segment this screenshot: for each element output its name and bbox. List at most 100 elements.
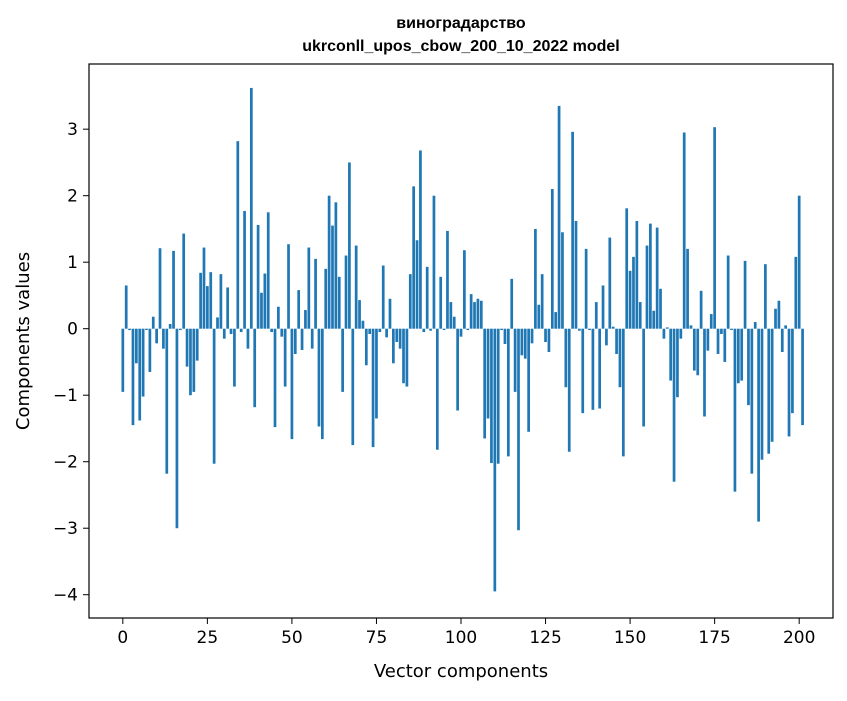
- bar-component-32: [229, 328, 233, 335]
- bar-component-98: [452, 316, 456, 329]
- bar-component-102: [466, 328, 470, 331]
- bar-component-86: [412, 186, 416, 329]
- bar-component-95: [442, 328, 446, 331]
- y-tick-label: −1: [53, 386, 78, 406]
- x-axis-label: Vector components: [374, 661, 548, 682]
- bar-component-197: [787, 328, 791, 437]
- bar-component-94: [439, 276, 443, 329]
- bar-component-199: [794, 256, 798, 329]
- bar-component-113: [503, 328, 507, 344]
- bar-component-12: [162, 328, 165, 349]
- bar-component-152: [635, 220, 639, 329]
- bar-component-82: [398, 328, 402, 349]
- bar-component-61: [327, 195, 331, 329]
- bar-component-159: [659, 288, 662, 329]
- bar-component-185: [747, 328, 750, 406]
- x-tick-label: 100: [445, 628, 477, 648]
- bar-component-29: [219, 274, 223, 329]
- bar-component-192: [770, 328, 774, 442]
- bar-component-101: [463, 250, 466, 329]
- bar-component-164: [676, 328, 679, 398]
- bar-component-66: [344, 255, 348, 329]
- bar-component-156: [649, 223, 652, 329]
- y-tick-label: 0: [67, 320, 78, 340]
- bar-component-133: [571, 131, 574, 329]
- y-tick-label: −3: [53, 519, 78, 539]
- bar-component-8: [148, 328, 152, 372]
- bar-component-60: [324, 268, 328, 329]
- x-axis-ticks: 0 25 50 75 100 125 150 175 200: [117, 618, 815, 648]
- bar-component-141: [598, 328, 602, 409]
- bar-component-10: [155, 328, 158, 344]
- bar-component-45: [273, 328, 277, 428]
- bar-component-174: [709, 314, 713, 329]
- plot-area-frame: [88, 63, 834, 619]
- bar-component-63: [334, 202, 338, 329]
- bar-component-196: [784, 325, 788, 329]
- bar-component-30: [222, 328, 226, 339]
- bar-component-161: [665, 327, 669, 329]
- bar-component-11: [158, 248, 162, 329]
- bar-component-181: [733, 328, 737, 492]
- bar-component-35: [239, 328, 243, 333]
- bar-component-158: [655, 227, 659, 329]
- bar-component-173: [706, 328, 710, 351]
- bar-component-175: [713, 127, 716, 329]
- bar-component-186: [750, 328, 754, 474]
- bar-component-183: [740, 328, 744, 381]
- bar-component-119: [523, 328, 527, 359]
- bar-component-78: [385, 328, 388, 338]
- bar-component-178: [723, 328, 727, 362]
- bar-component-120: [527, 328, 530, 432]
- bar-component-129: [557, 105, 561, 329]
- bar-component-140: [594, 302, 598, 329]
- bar-component-47: [280, 328, 284, 337]
- x-tick-label: 50: [281, 628, 303, 648]
- bar-component-0: [121, 328, 125, 392]
- bar-component-163: [672, 328, 676, 482]
- bar-component-6: [141, 328, 145, 397]
- x-tick-label: 25: [197, 628, 219, 648]
- bar-component-103: [469, 294, 473, 329]
- y-tick-label: 1: [67, 253, 78, 273]
- bar-component-135: [578, 328, 581, 331]
- bar-component-37: [246, 328, 250, 349]
- bar-component-166: [682, 132, 686, 329]
- bar-component-176: [716, 328, 720, 354]
- bar-component-26: [209, 272, 213, 329]
- bar-component-48: [283, 328, 287, 387]
- bar-component-108: [486, 328, 490, 419]
- bar-component-154: [642, 328, 645, 427]
- bar-component-50: [290, 328, 294, 440]
- x-tick-label: 175: [698, 628, 730, 648]
- bar-component-42: [263, 273, 267, 329]
- bar-component-114: [506, 328, 510, 457]
- bar-component-131: [564, 328, 568, 388]
- x-tick-label: 150: [614, 628, 646, 648]
- bar-component-126: [547, 328, 551, 352]
- bar-component-40: [256, 224, 260, 329]
- x-tick-label: 125: [529, 628, 561, 648]
- bar-component-55: [307, 247, 311, 329]
- bar-component-25: [206, 286, 209, 329]
- bar-component-75: [375, 328, 378, 419]
- bar-component-96: [446, 230, 449, 329]
- bar-component-9: [151, 316, 155, 329]
- bar-component-128: [554, 312, 558, 329]
- bar-component-65: [341, 328, 344, 392]
- bar-component-180: [730, 328, 733, 331]
- bar-component-134: [574, 220, 578, 329]
- x-tick-label: 75: [366, 628, 388, 648]
- bar-component-4: [134, 328, 138, 364]
- bar-component-147: [618, 328, 622, 388]
- bar-component-33: [233, 328, 236, 387]
- y-axis-ticks: −4 −3 −2 −1 0 1 2 3: [53, 120, 89, 606]
- bar-component-89: [422, 328, 426, 333]
- bar-component-20: [189, 328, 192, 396]
- x-tick-label: 200: [783, 628, 815, 648]
- bar-component-3: [131, 328, 135, 426]
- bar-component-44: [270, 328, 273, 333]
- bar-component-56: [310, 328, 314, 349]
- bar-component-193: [774, 308, 777, 329]
- bar-component-84: [405, 328, 409, 387]
